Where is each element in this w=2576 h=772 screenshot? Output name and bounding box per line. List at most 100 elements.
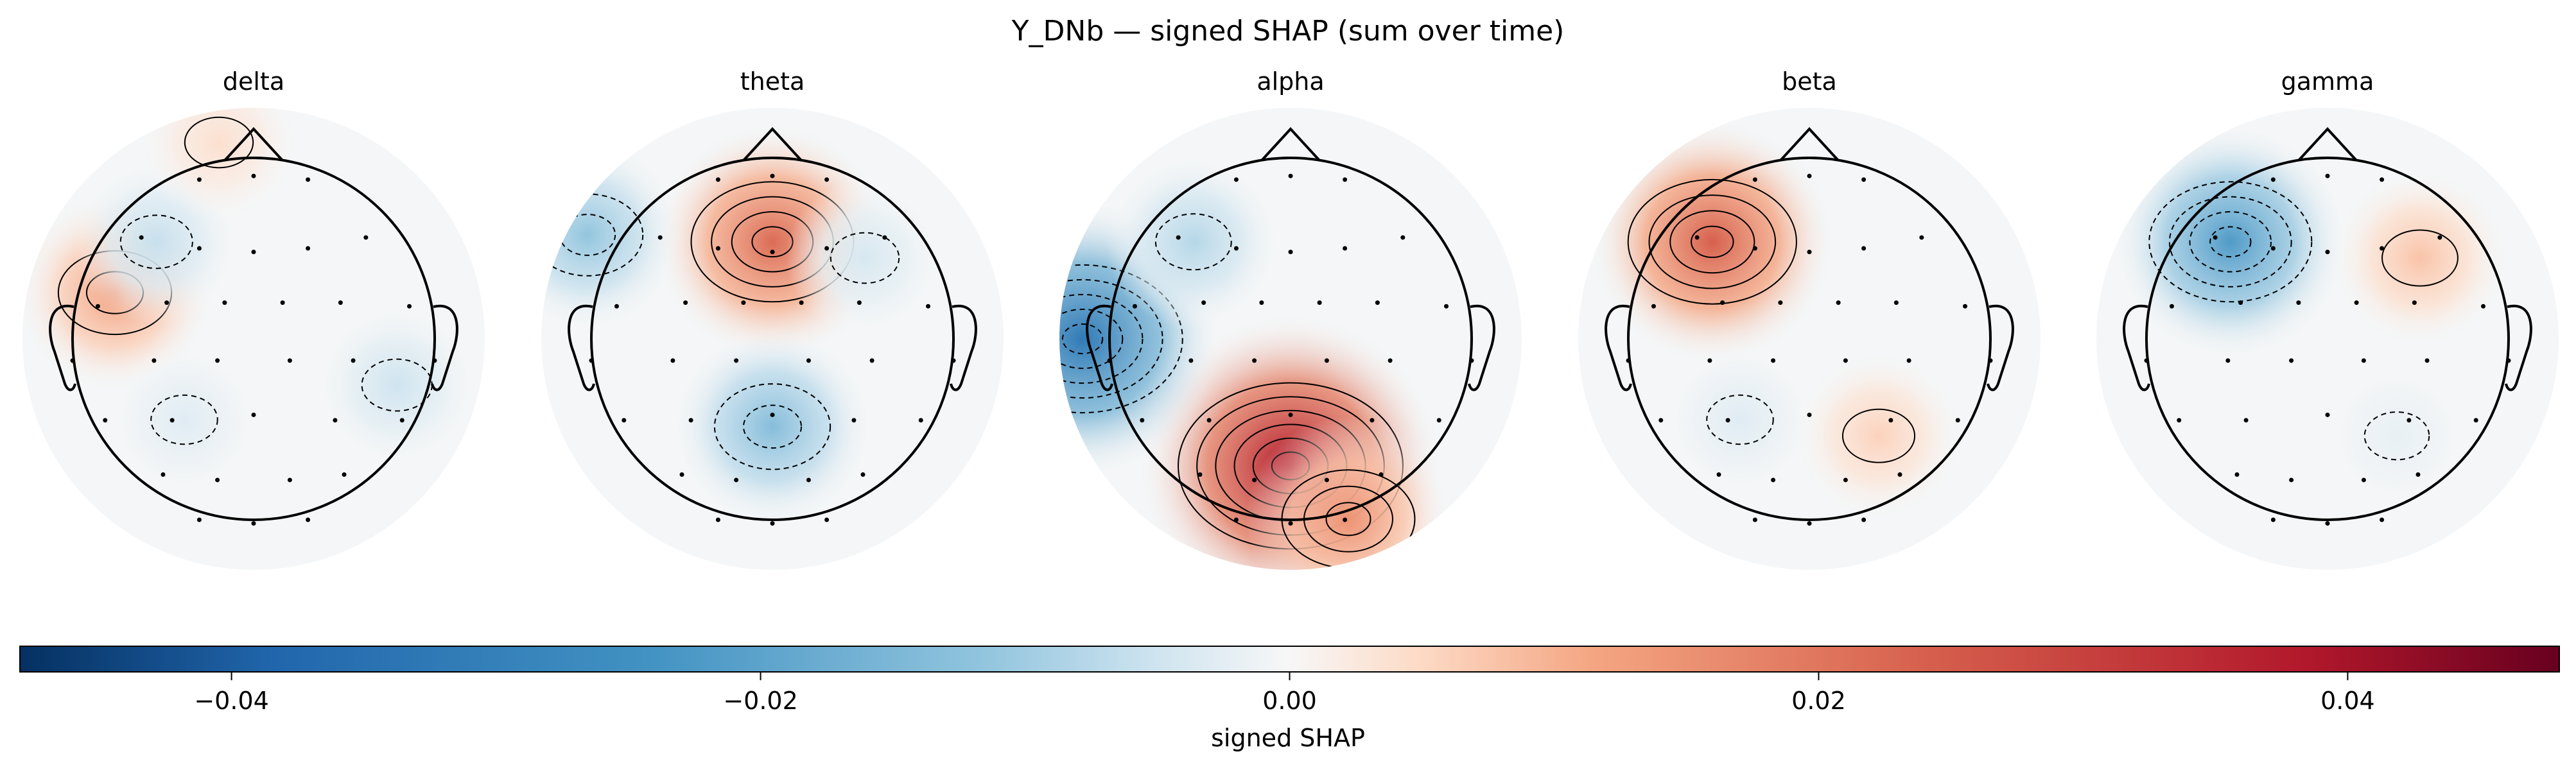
- contour-line: [2363, 411, 2430, 461]
- sensor-dot: [432, 358, 437, 363]
- sensor-dot: [287, 358, 292, 363]
- head-outline: [2145, 157, 2510, 521]
- sensor-dot: [2481, 304, 2486, 309]
- nose: [742, 127, 803, 162]
- sensor-dot: [1771, 477, 1776, 483]
- nose: [1779, 127, 1840, 162]
- sensor-dot: [857, 300, 862, 305]
- sensor-dot: [806, 358, 811, 363]
- sensor-dot: [2415, 472, 2421, 477]
- topomap-panels: delta theta alpha beta gamma: [22, 67, 2559, 570]
- sensor-dot: [2506, 358, 2511, 363]
- sensor-dot: [2380, 517, 2385, 522]
- colorbar-ticks: −0.04 −0.02 0.00 0.02 0.04: [194, 672, 2375, 715]
- sensor-dot: [1324, 358, 1329, 363]
- sensor-dot: [215, 477, 220, 483]
- contour-line: [2168, 196, 2292, 287]
- sensor-dot: [1807, 173, 1812, 178]
- sensor-dot: [2412, 300, 2417, 305]
- panel-title-alpha: alpha: [1257, 67, 1324, 96]
- sensor-dot: [2296, 300, 2301, 305]
- sensor-dot: [824, 517, 830, 522]
- sensor-dot: [882, 235, 887, 240]
- sensor-dot: [1288, 173, 1293, 178]
- sensor-dot: [851, 418, 857, 423]
- hotspot-right-frontal: [2332, 170, 2508, 346]
- sensor-dot: [215, 358, 220, 363]
- sensor-dot: [622, 418, 627, 423]
- sensor-dot: [1963, 304, 1968, 309]
- shap-field: [2112, 124, 2508, 511]
- sensor-dot: [824, 177, 830, 182]
- sensor-dot: [2270, 517, 2276, 522]
- sensor-dot: [306, 177, 311, 182]
- sensor-dot: [1252, 477, 1257, 483]
- hotspot-left-frontal: [2112, 124, 2349, 360]
- contour-line: [1059, 279, 1163, 399]
- colorbar-tick-label: 0.04: [2320, 687, 2375, 715]
- sensor-dot: [1752, 246, 1757, 251]
- sensor-dot: [1897, 472, 1902, 477]
- sensor-dot: [1288, 521, 1293, 526]
- sensor-dot: [2325, 250, 2330, 255]
- panel-title-gamma: gamma: [2281, 67, 2374, 96]
- topomap-alpha: alpha: [1059, 67, 1522, 570]
- sensor-dot: [715, 246, 720, 251]
- sensor-dot: [251, 412, 256, 417]
- sensor-dot: [1861, 177, 1867, 182]
- panel-title-delta: delta: [223, 67, 284, 96]
- left-ear: [568, 304, 595, 391]
- colorbar: −0.04 −0.02 0.00 0.02 0.04 signed SHAP: [19, 646, 2560, 752]
- sensor-dot: [1725, 418, 1730, 423]
- sensor-dot: [1324, 477, 1329, 483]
- sensor-dot: [1233, 246, 1239, 251]
- sensor-dot: [338, 300, 343, 305]
- sensor-dot: [287, 477, 292, 483]
- hotspot-left-parietal: [107, 343, 261, 497]
- contour-line: [1691, 225, 1734, 259]
- figure-title: Y_DNb — signed SHAP (sum over time): [1011, 15, 1565, 47]
- sensor-dot: [161, 472, 166, 477]
- colorbar-label: signed SHAP: [1211, 724, 1365, 752]
- sensor-dot: [2406, 418, 2412, 423]
- sensor-dot: [1843, 477, 1848, 483]
- sensor-dot: [2238, 300, 2243, 305]
- sensor-dot: [342, 472, 347, 477]
- topomap-gamma: gamma: [2096, 67, 2559, 570]
- panel-title-theta: theta: [740, 67, 805, 96]
- sensor-dot: [152, 358, 157, 363]
- contour-line: [742, 404, 803, 449]
- sensor-dot: [1893, 300, 1899, 305]
- sensor-dot: [2169, 304, 2174, 309]
- contour-line: [184, 116, 254, 169]
- sensor-dot: [1807, 521, 1812, 526]
- colorbar-tick-label: −0.04: [194, 687, 268, 715]
- sensor-dot: [1707, 358, 1712, 363]
- hotspot-left-frontal-lateral: [541, 139, 684, 331]
- sensor-dot: [1375, 300, 1380, 305]
- sensor-dot: [1720, 300, 1725, 305]
- colorbar-tick-label: 0.02: [1791, 687, 1846, 715]
- contour-line: [1061, 323, 1104, 355]
- sensor-dot: [164, 300, 170, 305]
- sensor-dot: [1988, 358, 1993, 363]
- sensor-dot: [734, 477, 739, 483]
- sensor-dot: [1201, 300, 1206, 305]
- sensor-dot: [1752, 517, 1757, 522]
- sensor-dot: [170, 418, 175, 423]
- sensor-dot: [1843, 358, 1848, 363]
- sensor-dot: [196, 517, 202, 522]
- sensor-dot: [222, 300, 227, 305]
- sensor-dot: [363, 235, 369, 240]
- topomap-beta: beta: [1578, 67, 2041, 570]
- sensor-dot: [770, 250, 775, 255]
- sensor-dot: [103, 418, 108, 423]
- nose: [1260, 127, 1321, 162]
- sensor-dot: [1288, 412, 1293, 417]
- hotspot-right-parietal: [1795, 352, 1962, 520]
- sensor-dot: [670, 358, 675, 363]
- sensor-dot: [1469, 358, 1474, 363]
- sensor-dot: [2270, 177, 2276, 182]
- sensor-dot: [1658, 418, 1664, 423]
- sensor-dot: [1343, 517, 1348, 522]
